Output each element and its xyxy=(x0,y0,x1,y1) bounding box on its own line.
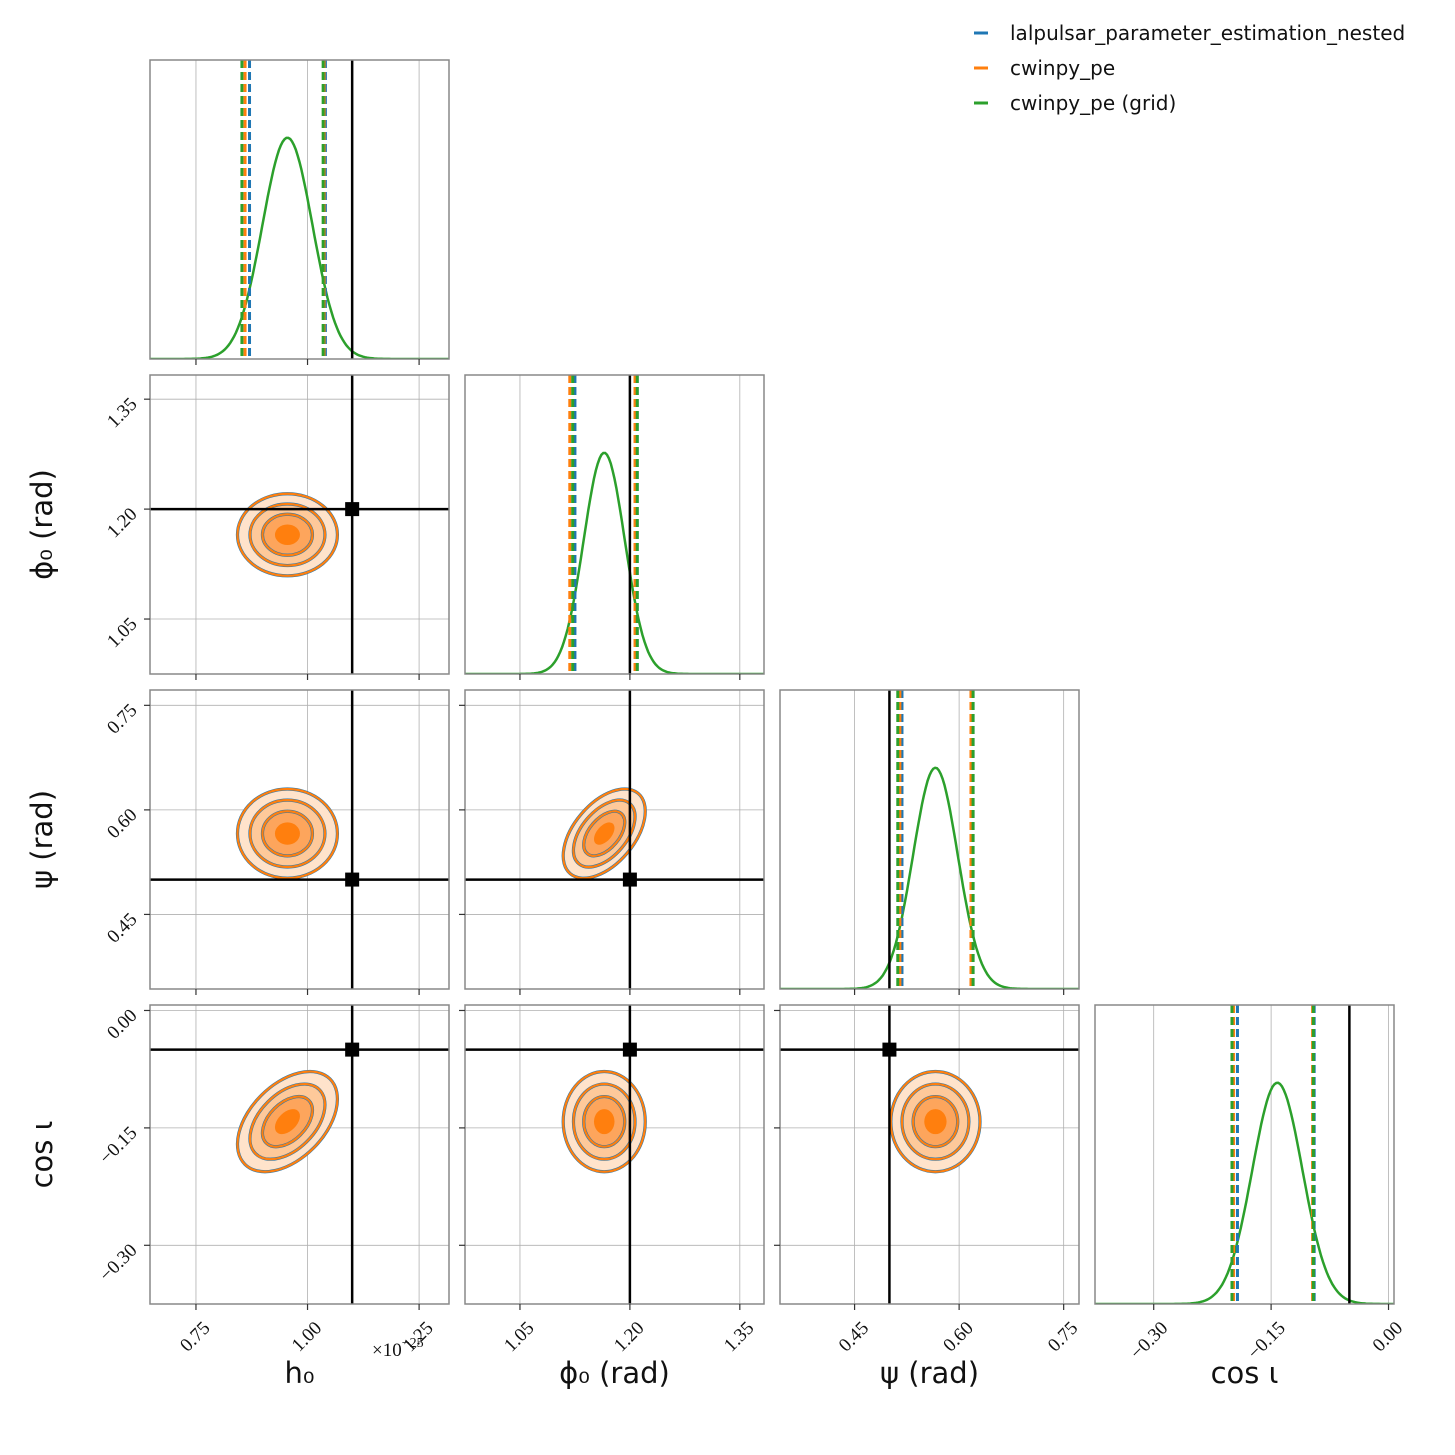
contour xyxy=(889,1070,982,1173)
legend-label: cwinpy_pe (grid) xyxy=(1010,91,1176,115)
panel xyxy=(780,1005,1079,1304)
contour xyxy=(261,513,314,557)
panel-frame xyxy=(464,374,765,675)
y-tick-label: 1.35 xyxy=(103,394,141,432)
contour xyxy=(261,810,314,857)
contour xyxy=(562,1070,647,1173)
y-tick-label: 0.45 xyxy=(103,909,141,947)
y-tick-label: 1.05 xyxy=(103,614,141,652)
posterior-curve xyxy=(150,136,449,359)
panel xyxy=(780,690,1079,989)
panel xyxy=(465,375,764,674)
contour xyxy=(248,1082,327,1161)
panel xyxy=(150,375,449,674)
panel-frame xyxy=(149,1004,450,1305)
contour xyxy=(582,1095,626,1148)
x-tick-label: 0.75 xyxy=(176,1318,214,1356)
legend-label: lalpulsar_parameter_estimation_nested xyxy=(1010,21,1405,45)
contour xyxy=(924,1109,947,1135)
panel xyxy=(1095,1005,1394,1304)
injection-marker xyxy=(622,872,637,887)
contour xyxy=(582,810,626,857)
injection-marker xyxy=(345,872,360,887)
contour xyxy=(274,524,300,546)
y-tick-label: 0.00 xyxy=(103,1005,141,1043)
injection-marker xyxy=(882,1042,897,1057)
contour xyxy=(900,1082,970,1161)
panel-frame xyxy=(779,1004,1080,1305)
panel xyxy=(150,690,449,989)
injection-marker xyxy=(345,502,360,517)
contour xyxy=(261,1095,314,1148)
x-tick-label: 1.35 xyxy=(720,1318,758,1356)
y-tick-label: 0.75 xyxy=(103,700,141,738)
contour xyxy=(593,822,615,845)
x-tick-label: 0.45 xyxy=(835,1318,873,1356)
panel-frame xyxy=(149,59,450,360)
contour xyxy=(248,799,327,869)
y-tick-label: −0.15 xyxy=(96,1123,142,1169)
y-tick-label: 0.60 xyxy=(103,805,141,843)
panel xyxy=(465,1005,764,1304)
x-tick-label: 0.00 xyxy=(1369,1318,1407,1356)
contour xyxy=(274,1109,300,1135)
contour xyxy=(562,787,647,880)
contour xyxy=(236,787,339,880)
x-tick-label: 0.60 xyxy=(939,1318,977,1356)
legend-label: cwinpy_pe xyxy=(1010,56,1115,80)
panel-frame xyxy=(779,689,1080,990)
contour xyxy=(572,1082,637,1161)
injection-marker xyxy=(345,1042,360,1057)
contour xyxy=(236,1070,339,1173)
panel xyxy=(465,690,764,989)
x-tick-label: 1.00 xyxy=(288,1318,326,1356)
y-tick-label: −0.30 xyxy=(96,1240,142,1286)
panel xyxy=(150,1005,449,1304)
posterior-curve xyxy=(465,451,764,674)
offset-exponent: −25 xyxy=(402,1336,424,1351)
x-tick-label: −0.30 xyxy=(1126,1318,1172,1364)
injection-marker xyxy=(622,1042,637,1057)
x-axis-label: cos ι xyxy=(1211,1356,1279,1390)
y-axis-label: ϕ₀ (rad) xyxy=(25,469,59,580)
x-tick-label: 0.75 xyxy=(1044,1318,1082,1356)
x-axis-label: h₀ xyxy=(284,1356,314,1390)
panel-frame xyxy=(149,374,450,675)
panel-frame xyxy=(464,689,765,990)
posterior-curve xyxy=(1095,1081,1394,1304)
y-axis-label: cos ι xyxy=(25,1121,59,1189)
panel-frame xyxy=(1094,1004,1395,1305)
y-tick-label: 1.20 xyxy=(103,504,141,542)
panel-frame xyxy=(149,689,450,990)
x-axis-label: ϕ₀ (rad) xyxy=(559,1356,670,1390)
y-axis-label: ψ (rad) xyxy=(25,790,59,889)
panel xyxy=(150,60,449,359)
contour xyxy=(593,1109,615,1135)
contour xyxy=(248,502,327,567)
x-axis-label: ψ (rad) xyxy=(880,1356,979,1390)
contour xyxy=(274,822,300,845)
panel-frame xyxy=(464,1004,765,1305)
x-tick-label: 1.20 xyxy=(610,1318,648,1356)
contour xyxy=(912,1095,959,1148)
posterior-curve xyxy=(780,766,1079,989)
offset-base: ×10 xyxy=(372,1340,402,1361)
x-tick-label: 1.05 xyxy=(500,1318,538,1356)
contour xyxy=(236,492,339,577)
offset-text: ×10−25 xyxy=(372,1336,424,1361)
